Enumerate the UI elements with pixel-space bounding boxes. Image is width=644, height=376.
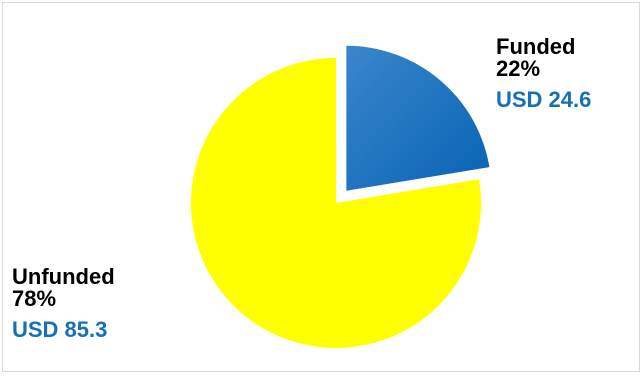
pie-slice-funded [346, 45, 490, 191]
unfunded-percent: 78% [12, 286, 57, 312]
pie-slice-unfunded [191, 58, 481, 348]
funded-percent: 22% [496, 56, 541, 82]
unfunded-label: Unfunded 78% USD 85.3 [12, 264, 115, 342]
funded-name: Funded [496, 34, 576, 59]
funded-label: Funded 22% USD 24.6 [496, 34, 592, 112]
unfunded-amount: USD 85.3 [12, 316, 108, 342]
funded-amount: USD 24.6 [496, 86, 592, 112]
unfunded-name: Unfunded [12, 264, 115, 289]
